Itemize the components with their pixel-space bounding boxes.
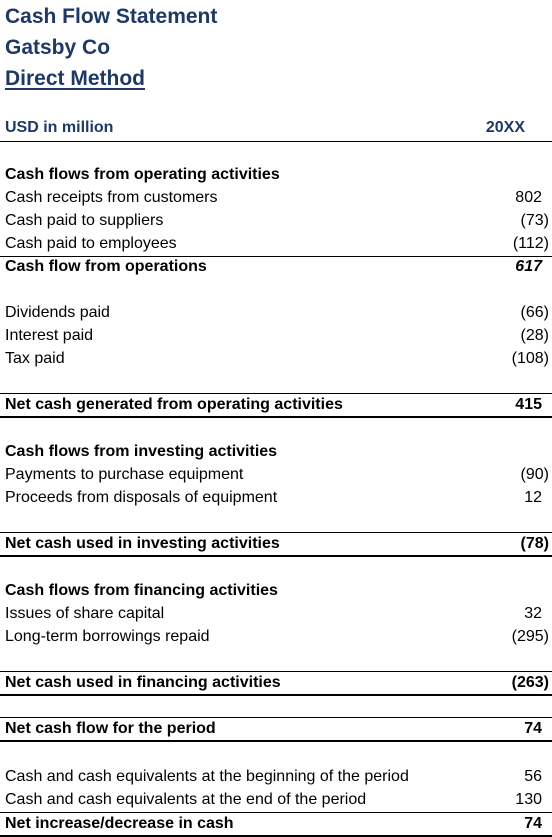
row-value: (73) — [520, 212, 549, 229]
row-value: (90) — [520, 466, 549, 483]
financing-total-row: Net cash used in financing activities (2… — [0, 672, 552, 695]
row-value: 56 — [524, 768, 542, 785]
row-label: Payments to purchase equipment — [5, 466, 244, 483]
table-row: Cash paid to employees (112) — [0, 233, 552, 256]
table-row: Issues of share capital 32 — [0, 603, 552, 626]
operating-total-row: Net cash generated from operating activi… — [0, 394, 552, 417]
table-row: Cash receipts from customers 802 — [0, 187, 552, 210]
operations-subtotal-row: Cash flow from operations 617 — [0, 256, 552, 279]
total-divider-bottom — [0, 555, 552, 557]
row-value: (28) — [520, 327, 549, 344]
investing-total-row: Net cash used in investing activities (7… — [0, 533, 552, 556]
row-label: Proceeds from disposals of equipment — [5, 489, 278, 506]
investing-heading: Cash flows from investing activities — [5, 443, 278, 460]
financing-heading-row: Cash flows from financing activities — [0, 580, 552, 603]
table-row: Cash and cash equivalents at the end of … — [0, 789, 552, 812]
operating-heading-row: Cash flows from operating activities — [0, 164, 552, 187]
row-value: (66) — [520, 304, 549, 321]
row-label: Net increase/decrease in cash — [5, 815, 234, 832]
table-row: Tax paid (108) — [0, 348, 552, 371]
row-value: (263) — [511, 674, 549, 691]
row-value: (112) — [512, 235, 549, 252]
row-value: 802 — [515, 189, 542, 206]
statement-title: Cash Flow Statement — [5, 5, 218, 28]
row-label: Issues of share capital — [5, 605, 165, 622]
total-divider-top — [0, 812, 552, 813]
total-divider-top — [0, 393, 552, 394]
investing-heading-row: Cash flows from investing activities — [0, 441, 552, 464]
row-value: (78) — [520, 535, 549, 552]
row-value: 415 — [515, 396, 542, 413]
row-label: Net cash used in investing activities — [5, 535, 280, 552]
row-label: Cash receipts from customers — [5, 189, 218, 206]
total-divider-top — [0, 671, 552, 672]
total-divider-top — [0, 532, 552, 533]
row-value: 617 — [515, 258, 542, 275]
row-value: (295) — [511, 628, 549, 645]
row-label: Cash paid to suppliers — [5, 212, 164, 229]
row-label: Tax paid — [5, 350, 65, 367]
row-value: (108) — [511, 350, 549, 367]
subtotal-divider — [0, 256, 552, 257]
header-divider — [0, 141, 552, 142]
total-divider-top — [0, 717, 552, 718]
row-label: Net cash flow for the period — [5, 720, 216, 737]
row-label: Cash and cash equivalents at the end of … — [5, 791, 367, 808]
row-value: 74 — [524, 815, 542, 832]
table-row: Dividends paid (66) — [0, 302, 552, 325]
table-row: Payments to purchase equipment (90) — [0, 464, 552, 487]
column-header-row: USD in million 20XX — [0, 117, 552, 140]
net-change-row: Net increase/decrease in cash 74 — [0, 813, 552, 836]
row-value: 74 — [524, 720, 542, 737]
table-row: Cash paid to suppliers (73) — [0, 210, 552, 233]
row-label: Cash paid to employees — [5, 235, 177, 252]
row-value: 130 — [515, 791, 542, 808]
table-row: Interest paid (28) — [0, 325, 552, 348]
table-row: Proceeds from disposals of equipment 12 — [0, 487, 552, 510]
row-label: Cash flow from operations — [5, 258, 207, 275]
total-divider-bottom — [0, 416, 552, 418]
row-label: Net cash generated from operating activi… — [5, 396, 343, 413]
row-label: Interest paid — [5, 327, 94, 344]
operating-heading: Cash flows from operating activities — [5, 166, 280, 183]
units-label: USD in million — [5, 119, 114, 136]
method-title: Direct Method — [5, 67, 146, 90]
net-flow-row: Net cash flow for the period 74 — [0, 718, 552, 741]
total-divider-bottom — [0, 740, 552, 742]
table-row: Cash and cash equivalents at the beginni… — [0, 766, 552, 789]
company-name: Gatsby Co — [5, 36, 111, 59]
row-label: Cash and cash equivalents at the beginni… — [5, 768, 409, 785]
total-divider-bottom — [0, 835, 552, 837]
table-row: Long-term borrowings repaid (295) — [0, 626, 552, 649]
total-divider-bottom — [0, 694, 552, 696]
row-label: Net cash used in financing activities — [5, 674, 281, 691]
row-label: Long-term borrowings repaid — [5, 628, 210, 645]
financing-heading: Cash flows from financing activities — [5, 582, 278, 599]
period-label: 20XX — [485, 119, 525, 136]
row-value: 32 — [524, 605, 542, 622]
row-value: 12 — [524, 489, 542, 506]
row-label: Dividends paid — [5, 304, 110, 321]
